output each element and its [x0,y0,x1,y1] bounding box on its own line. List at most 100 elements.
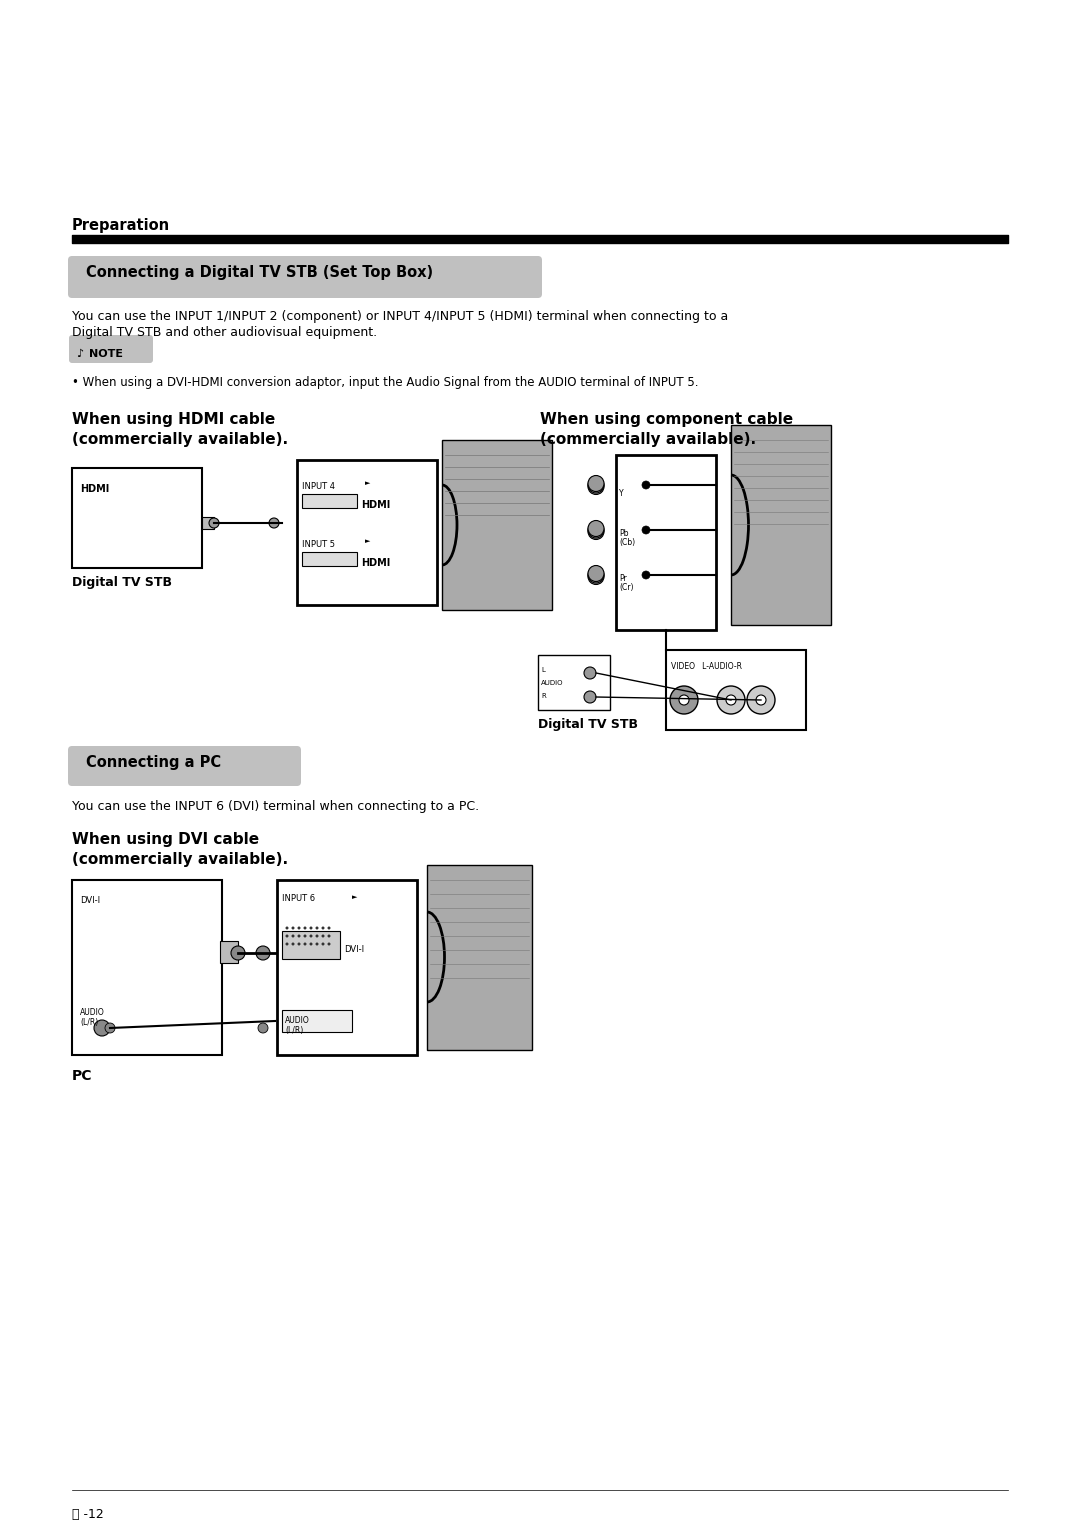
Text: Digital TV STB and other audiovisual equipment.: Digital TV STB and other audiovisual equ… [72,325,377,339]
Circle shape [588,521,604,536]
Text: ►: ► [365,480,370,486]
Bar [220,941,238,963]
FancyBboxPatch shape [69,335,153,364]
Circle shape [292,926,295,929]
Text: You can use the INPUT 6 (DVI) terminal when connecting to a PC.: You can use the INPUT 6 (DVI) terminal w… [72,801,480,813]
Circle shape [258,1024,268,1033]
Circle shape [327,943,330,946]
Circle shape [670,686,698,714]
Circle shape [297,935,300,938]
Circle shape [310,926,312,929]
Circle shape [588,477,604,494]
Bar [666,649,806,730]
Circle shape [679,695,689,704]
Circle shape [322,935,324,938]
Circle shape [285,926,288,929]
Circle shape [584,668,596,678]
Text: NOTE: NOTE [89,348,123,359]
Bar [302,552,357,565]
Text: You can use the INPUT 1/INPUT 2 (component) or INPUT 4/INPUT 5 (HDMI) terminal w: You can use the INPUT 1/INPUT 2 (compone… [72,310,728,322]
Circle shape [315,926,319,929]
Text: L: L [541,668,545,672]
Circle shape [297,926,300,929]
Circle shape [756,695,766,704]
Text: Pr
(Cr): Pr (Cr) [619,575,634,591]
Circle shape [310,943,312,946]
Circle shape [231,946,245,960]
Bar [427,865,532,1050]
Text: INPUT 6: INPUT 6 [282,894,315,903]
FancyBboxPatch shape [68,257,542,298]
Circle shape [297,943,300,946]
Text: VIDEO   L-AUDIO-R: VIDEO L-AUDIO-R [671,662,742,671]
Circle shape [256,946,270,960]
Circle shape [322,943,324,946]
Circle shape [642,526,650,533]
Circle shape [726,695,735,704]
Bar [276,880,417,1054]
Text: (commercially available).: (commercially available). [72,853,288,866]
Circle shape [303,935,307,938]
Circle shape [588,567,604,584]
Circle shape [642,481,650,489]
Bar [72,468,202,568]
Circle shape [269,518,279,529]
Text: DVI-I: DVI-I [345,944,364,953]
Circle shape [285,935,288,938]
Circle shape [315,943,319,946]
Circle shape [322,926,324,929]
Bar [297,460,437,605]
Text: INPUT 4: INPUT 4 [302,481,335,490]
Text: (commercially available).: (commercially available). [540,432,756,448]
Circle shape [105,1024,114,1033]
Circle shape [315,935,319,938]
Bar [302,494,357,507]
Circle shape [285,943,288,946]
Text: Digital TV STB: Digital TV STB [72,576,172,588]
Text: ♪: ♪ [76,348,83,359]
Bar [72,880,222,1054]
Text: ⓔ -12: ⓔ -12 [72,1508,104,1520]
Text: HDMI: HDMI [361,500,390,510]
Text: Connecting a PC: Connecting a PC [86,755,221,770]
Text: When using component cable: When using component cable [540,413,793,426]
Bar [442,440,552,610]
Circle shape [327,935,330,938]
Bar [538,656,610,711]
Bar [282,931,340,960]
Text: HDMI: HDMI [361,558,390,568]
Circle shape [584,691,596,703]
Text: ►: ► [365,538,370,544]
Circle shape [94,1021,110,1036]
Circle shape [747,686,775,714]
Text: PC: PC [72,1070,93,1083]
Circle shape [303,926,307,929]
Text: When using DVI cable: When using DVI cable [72,833,259,847]
Circle shape [588,523,604,538]
Text: AUDIO: AUDIO [541,680,564,686]
Circle shape [588,524,604,539]
Text: R: R [541,694,545,698]
Text: HDMI: HDMI [80,484,109,494]
Circle shape [717,686,745,714]
Text: Y: Y [619,489,623,498]
Bar [616,455,716,630]
Text: (commercially available).: (commercially available). [72,432,288,448]
Circle shape [588,568,604,585]
Text: Preparation: Preparation [72,219,171,232]
Circle shape [588,478,604,495]
Text: • When using a DVI-HDMI conversion adaptor, input the Audio Signal from the AUDI: • When using a DVI-HDMI conversion adapt… [72,376,699,390]
Text: When using HDMI cable: When using HDMI cable [72,413,275,426]
Bar [731,425,831,625]
Bar [202,516,214,529]
Circle shape [642,571,650,579]
Bar [282,1010,352,1031]
Circle shape [588,475,604,492]
Circle shape [303,943,307,946]
Text: Digital TV STB: Digital TV STB [538,718,638,730]
Circle shape [310,935,312,938]
Circle shape [210,518,219,529]
Text: Pb
(Cb): Pb (Cb) [619,529,635,547]
Text: ►: ► [352,894,357,900]
Circle shape [588,565,604,582]
